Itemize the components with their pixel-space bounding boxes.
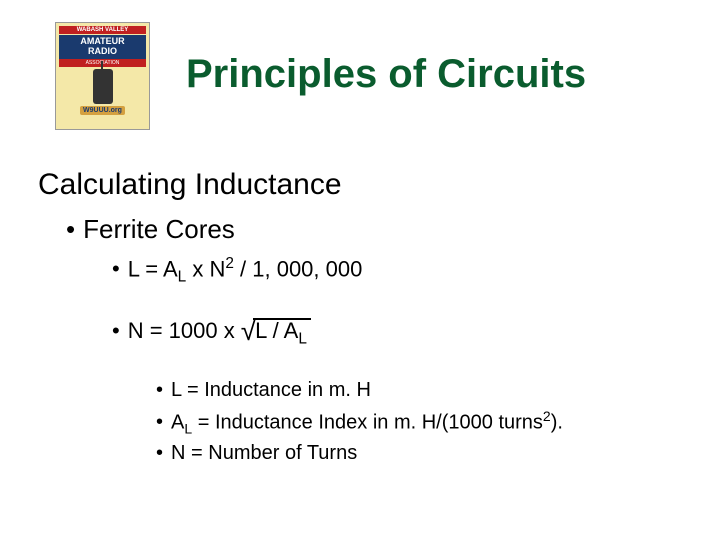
page-subtitle: Calculating Inductance — [38, 168, 342, 202]
formula-N-prefix: N = 1000 x — [128, 318, 235, 344]
formula-L-sup: 2 — [225, 255, 234, 272]
bullet-def-AL: • AL = Inductance Index in m. H/(1000 tur… — [156, 408, 680, 437]
bullet-ferrite-cores: • Ferrite Cores — [66, 214, 680, 245]
logo-banner: WABASH VALLEY — [59, 26, 146, 34]
sqrt-icon: √ L / AL — [241, 317, 311, 345]
ferrite-cores-text: Ferrite Cores — [83, 214, 235, 244]
def-AL-prefix: A — [171, 411, 184, 433]
bullet-dot-icon: • — [112, 318, 120, 344]
def-N-text: N = Number of Turns — [171, 442, 357, 464]
logo-main-line1: AMATEUR — [80, 36, 124, 46]
def-AL-suffix: ). — [551, 411, 563, 433]
logo-main-line2: RADIO — [88, 46, 117, 56]
page-title: Principles of Circuits — [186, 52, 586, 97]
bullet-formula-L: • L = AL x N2 / 1, 000, 000 — [112, 255, 680, 287]
bullet-def-L: • L = Inductance in m. H — [156, 379, 680, 402]
bullet-dot-icon: • — [156, 442, 163, 464]
logo-main: AMATEUR RADIO — [59, 35, 146, 59]
club-logo: WABASH VALLEY AMATEUR RADIO ASSOCIATION … — [55, 22, 150, 130]
formula-L-mid: x N — [186, 256, 225, 281]
bullet-formula-N: • N = 1000 x √ L / AL — [112, 317, 680, 345]
formula-L-sub: L — [178, 269, 187, 286]
bullet-dot-icon: • — [156, 379, 163, 401]
formula-L-prefix: L = A — [128, 256, 178, 281]
bullet-dot-icon: • — [112, 256, 120, 281]
radio-icon — [93, 69, 113, 104]
def-L-text: L = Inductance in m. H — [171, 379, 371, 401]
def-AL-mid: = Inductance Index in m. H/(1000 turns — [192, 411, 543, 433]
def-AL-sup: 2 — [543, 408, 551, 424]
content-area: •Ferrite Cores •L = AL x N2 / 1, 000, 00… — [38, 210, 680, 465]
logo-url: W9UUU.org — [80, 106, 125, 115]
sqrt-inner-sub: L — [298, 330, 307, 347]
bullet-def-N: • N = Number of Turns — [156, 442, 680, 465]
sqrt-radicand: L / AL — [253, 318, 311, 344]
formula-L-suffix: / 1, 000, 000 — [234, 256, 362, 281]
sqrt-inner: L / A — [255, 318, 298, 343]
bullet-dot-icon: • — [66, 214, 75, 244]
logo-assoc: ASSOCIATION — [59, 59, 146, 67]
def-AL-sub: L — [184, 420, 192, 436]
bullet-dot-icon: • — [156, 411, 163, 433]
